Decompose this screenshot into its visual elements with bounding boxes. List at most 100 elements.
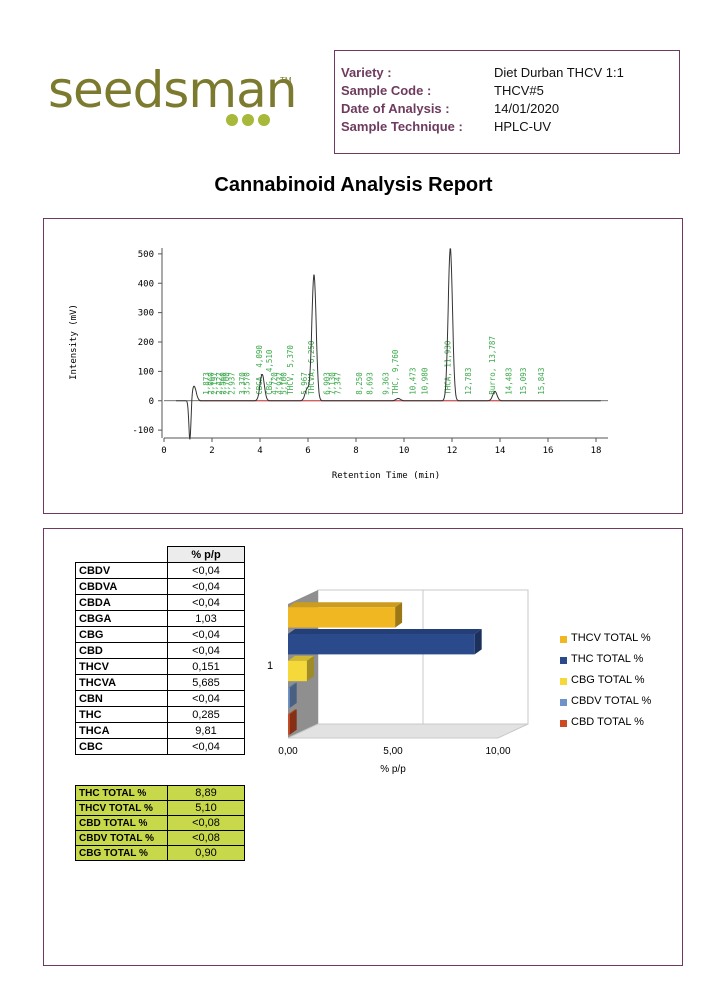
- y-tick-label: 0: [149, 397, 154, 407]
- peak-annotation: 8,250: [355, 372, 364, 395]
- logo-dot: [242, 114, 254, 126]
- table-row: CBG <0,04: [75, 626, 245, 643]
- category-label: 1: [267, 660, 273, 672]
- peak-annotation: 4,937: [275, 372, 284, 395]
- sample-info-box: Variety : Diet Durban THCV 1:1 Sample Co…: [334, 50, 680, 154]
- totals-row: CBG TOTAL % 0,90: [75, 845, 245, 861]
- peak-annotation: 3,570: [243, 372, 252, 395]
- info-value: THCV#5: [494, 83, 544, 98]
- peak-annotation: 5,967: [300, 372, 309, 395]
- y-axis-label: Intensity (mV): [69, 304, 79, 380]
- bar-side: [289, 682, 297, 708]
- peak-annotation: 5,100: [279, 372, 288, 395]
- total-value: <0,08: [167, 815, 245, 831]
- x-tick-label: 10: [399, 446, 410, 456]
- bar-face: [288, 687, 290, 708]
- total-name: THC TOTAL %: [75, 785, 168, 801]
- peak-annotation: THC, 9,760: [391, 349, 400, 395]
- legend-label: CBD TOTAL %: [571, 716, 644, 728]
- cannabinoid-name: CBDV: [75, 562, 168, 579]
- cannabinoid-value: <0,04: [167, 578, 245, 595]
- cannabinoid-name: CBDA: [75, 594, 168, 611]
- y-tick-label: -100: [132, 426, 154, 436]
- chromatogram-axes: 0 2 4 6 8 10 12 14 16 18 -100 0 100 200 300 400 500: [132, 248, 608, 456]
- legend-swatch: [560, 699, 567, 706]
- totals-row: CBDV TOTAL % <0,08: [75, 830, 245, 846]
- legend-swatch: [560, 636, 567, 643]
- chart-bars: [288, 602, 482, 735]
- total-name: CBG TOTAL %: [75, 845, 168, 861]
- bar-face: [288, 660, 307, 682]
- cannabinoid-value: 0,151: [167, 658, 245, 675]
- peak-annotation: 2,197: [210, 372, 219, 395]
- cannabinoid-value: 1,03: [167, 610, 245, 627]
- y-tick-label: 100: [138, 367, 154, 377]
- info-label: Date of Analysis :: [341, 101, 450, 116]
- y-tick-label: 400: [138, 279, 154, 289]
- info-value: HPLC-UV: [494, 119, 552, 134]
- cannabinoid-name: CBGA: [75, 610, 168, 627]
- info-label: Variety :: [341, 65, 392, 80]
- bar: [288, 655, 314, 682]
- table-corner: [76, 547, 168, 563]
- peak-annotation: 3,370: [238, 372, 247, 395]
- cannabinoid-value: <0,04: [167, 562, 245, 579]
- trademark-mark: TM: [280, 76, 292, 85]
- peak-annotation: 10,980: [421, 367, 430, 395]
- peak-annotation: 12,783: [464, 368, 473, 395]
- bar-top: [288, 709, 297, 715]
- peak-annotation: THCVA, 6,250: [307, 340, 316, 395]
- bar: [288, 682, 297, 708]
- total-value: <0,08: [167, 830, 245, 846]
- totals-row: CBD TOTAL % <0,08: [75, 815, 245, 831]
- info-value: Diet Durban THCV 1:1: [494, 65, 624, 80]
- peak-annotation: 4,720: [270, 372, 279, 395]
- cannabinoid-name: CBC: [75, 738, 168, 755]
- x-tick-label: 12: [447, 446, 458, 456]
- table-row: CBN <0,04: [75, 690, 245, 707]
- peak-annotation: 9,363: [382, 372, 391, 395]
- cannabinoid-table: % p/p CBDV <0,04 CBDVA <0,04 CBDA <0,04 CBGA 1,…: [75, 546, 245, 755]
- column-header: % p/p: [167, 546, 245, 563]
- peak-annotation: THCA, 11,930: [443, 340, 452, 395]
- peak-annotation: 2,060: [206, 372, 215, 395]
- chart-tick-labels: 0,00 5,00 10,00: [278, 746, 511, 757]
- cannabinoid-name: CBD: [75, 642, 168, 659]
- bar-top: [288, 602, 403, 608]
- peak-annotation: 2,937: [227, 372, 236, 395]
- table-row: THCVA 5,685: [75, 674, 245, 691]
- cannabinoid-name: CBN: [75, 690, 168, 707]
- cannabinoid-name: THCV: [75, 658, 168, 675]
- cannabinoid-value: <0,04: [167, 626, 245, 643]
- table-row: CBGA 1,03: [75, 610, 245, 627]
- brand-name: seedsman: [48, 61, 297, 119]
- info-value: 14/01/2020: [494, 101, 560, 116]
- y-tick-label: 500: [138, 250, 154, 260]
- x-tick-label: 10,00: [485, 746, 510, 757]
- bar: [288, 629, 482, 655]
- peak-annotation: 2,560: [218, 372, 227, 395]
- logo-dot: [226, 114, 238, 126]
- bar-face: [288, 714, 290, 735]
- info-label: Sample Code :: [341, 83, 432, 98]
- peak-annotation: THCV, 5,370: [286, 345, 295, 395]
- bar-top: [288, 655, 314, 661]
- totals-bar-chart: 0,00 5,00 10,00 1 % p/p: [267, 589, 529, 775]
- cannabinoid-value: <0,04: [167, 594, 245, 611]
- x-tick-label: 18: [591, 446, 602, 456]
- legend-label: THCV TOTAL %: [571, 632, 651, 644]
- total-value: 8,89: [167, 785, 245, 801]
- chromatogram-panel: [43, 218, 683, 514]
- table-row: THCV 0,151: [75, 658, 245, 675]
- bar: [288, 602, 403, 628]
- bar-side: [395, 602, 403, 628]
- x-axis-label: % p/p: [380, 764, 406, 775]
- table-row: CBDA <0,04: [75, 594, 245, 611]
- table-header-row: % p/p: [76, 546, 245, 563]
- peak-annotation: 14,483: [505, 368, 514, 395]
- total-value: 0,90: [167, 845, 245, 861]
- cannabinoid-value: <0,04: [167, 642, 245, 659]
- x-tick-label: 8: [353, 446, 358, 456]
- totals-row: THC TOTAL % 8,89: [75, 785, 245, 801]
